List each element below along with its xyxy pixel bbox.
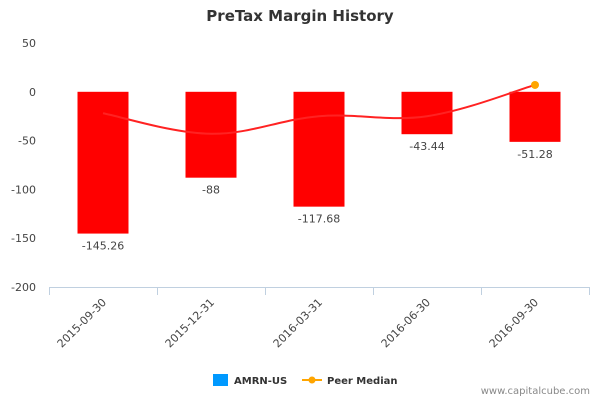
legend-label-peer: Peer Median <box>327 376 398 387</box>
y-tick-label: -50 <box>18 135 36 148</box>
y-tick-label: -150 <box>11 232 36 245</box>
x-tick-label: 2016-06-30 <box>379 296 433 350</box>
bar <box>293 91 345 207</box>
bar-data-label: -88 <box>202 184 220 197</box>
bar-series <box>77 91 561 234</box>
x-axis: 2015-09-30 2015-12-31 2016-03-31 2016-06-30… <box>49 287 590 350</box>
bar-data-label: -43.44 <box>409 140 444 153</box>
bar-data-label: -51.28 <box>517 148 552 161</box>
y-tick-label: -100 <box>11 183 36 196</box>
peer-median-line <box>102 84 536 135</box>
y-tick-label: -200 <box>11 281 36 294</box>
y-tick-label: 0 <box>29 86 36 99</box>
bar-data-label: -117.68 <box>298 213 340 226</box>
x-tick-label: 2016-09-30 <box>487 296 541 350</box>
x-tick-label: 2015-12-31 <box>163 296 217 350</box>
watermark-text: www.capitalcube.com <box>481 386 590 397</box>
legend-label-amrn: AMRN-US <box>234 376 287 387</box>
bar-data-labels: -145.26 -88 -117.68 -43.44 -51.28 <box>82 140 553 252</box>
bar <box>509 91 561 142</box>
legend-marker-peer <box>308 376 316 384</box>
bar <box>77 91 129 234</box>
peer-median-marker <box>531 80 539 89</box>
legend-swatch-amrn <box>213 374 228 386</box>
legend[interactable]: AMRN-US Peer Median <box>213 374 398 387</box>
bar-data-label: -145.26 <box>82 240 124 253</box>
x-tick-label: 2015-09-30 <box>55 296 109 350</box>
y-tick-label: 50 <box>22 37 36 50</box>
x-tick-label: 2016-03-31 <box>271 296 325 350</box>
chart-title: PreTax Margin History <box>206 7 394 25</box>
y-axis: 50 0 -50 -100 -150 -200 <box>11 37 36 294</box>
peer-median-series <box>102 80 539 135</box>
